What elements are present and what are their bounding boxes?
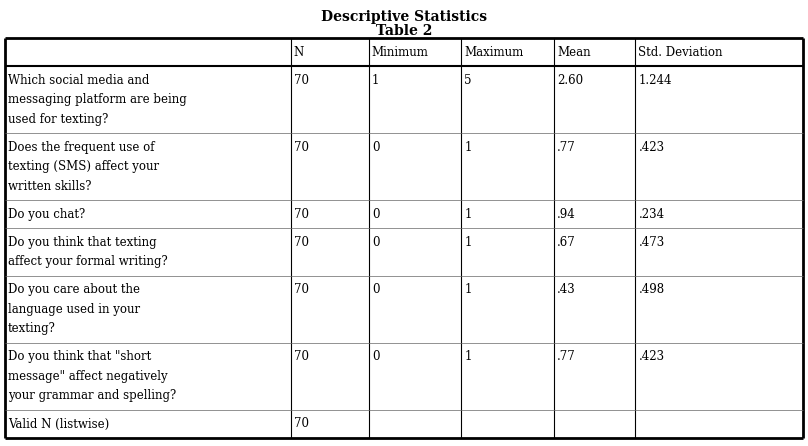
Text: 1: 1 [465, 351, 472, 363]
Text: 70: 70 [293, 140, 309, 153]
Text: Which social media and: Which social media and [8, 74, 149, 87]
Text: 70: 70 [293, 417, 309, 430]
Text: 70: 70 [293, 74, 309, 87]
Text: .473: .473 [638, 236, 665, 249]
Text: texting (SMS) affect your: texting (SMS) affect your [8, 160, 159, 173]
Text: 0: 0 [372, 140, 380, 153]
Text: 0: 0 [372, 236, 380, 249]
Text: 1: 1 [465, 140, 472, 153]
Text: used for texting?: used for texting? [8, 112, 108, 126]
Text: 1: 1 [465, 236, 472, 249]
Text: Do you care about the: Do you care about the [8, 283, 140, 296]
Text: 5: 5 [465, 74, 472, 87]
Text: Std. Deviation: Std. Deviation [638, 45, 723, 58]
Text: .94: .94 [557, 208, 576, 221]
Text: affect your formal writing?: affect your formal writing? [8, 255, 168, 268]
Text: message" affect negatively: message" affect negatively [8, 370, 167, 383]
Text: Descriptive Statistics: Descriptive Statistics [321, 10, 487, 24]
Text: .77: .77 [557, 140, 576, 153]
Text: your grammar and spelling?: your grammar and spelling? [8, 389, 176, 402]
Text: written skills?: written skills? [8, 180, 91, 193]
Text: .423: .423 [638, 140, 664, 153]
Text: Does the frequent use of: Does the frequent use of [8, 140, 154, 153]
Text: 70: 70 [293, 283, 309, 296]
Text: 70: 70 [293, 236, 309, 249]
Text: Table 2: Table 2 [376, 24, 432, 38]
Text: 0: 0 [372, 208, 380, 221]
Text: 1.244: 1.244 [638, 74, 672, 87]
Text: Maximum: Maximum [465, 45, 524, 58]
Text: 0: 0 [372, 283, 380, 296]
Text: 1: 1 [465, 283, 472, 296]
Text: .67: .67 [557, 236, 576, 249]
Text: .423: .423 [638, 351, 664, 363]
Text: N: N [293, 45, 304, 58]
Text: .43: .43 [557, 283, 576, 296]
Text: 1: 1 [465, 208, 472, 221]
Text: Valid N (listwise): Valid N (listwise) [8, 417, 109, 430]
Text: 0: 0 [372, 351, 380, 363]
Text: 1: 1 [372, 74, 379, 87]
Text: 70: 70 [293, 351, 309, 363]
Text: messaging platform are being: messaging platform are being [8, 93, 187, 106]
Text: Do you think that texting: Do you think that texting [8, 236, 157, 249]
Text: .498: .498 [638, 283, 664, 296]
Text: .234: .234 [638, 208, 664, 221]
Text: 2.60: 2.60 [557, 74, 583, 87]
Text: texting?: texting? [8, 322, 56, 335]
Text: Minimum: Minimum [372, 45, 429, 58]
Text: .77: .77 [557, 351, 576, 363]
Text: Mean: Mean [557, 45, 591, 58]
Text: 70: 70 [293, 208, 309, 221]
Text: Do you chat?: Do you chat? [8, 208, 86, 221]
Text: language used in your: language used in your [8, 303, 140, 316]
Text: Do you think that "short: Do you think that "short [8, 351, 151, 363]
